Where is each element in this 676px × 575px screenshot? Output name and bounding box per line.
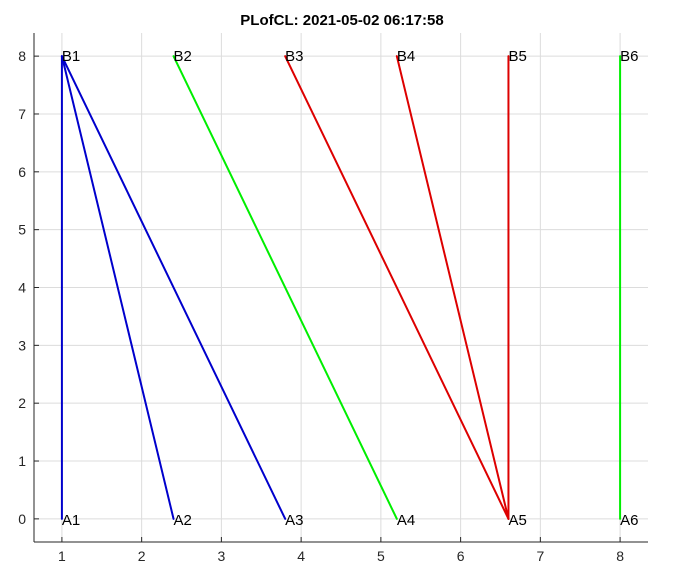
segment-a2-b1 <box>60 55 175 520</box>
point-labels: A1 A2 A3 A4 A5 A6 B1 B2 B3 B4 B5 B6 <box>62 48 639 529</box>
y-tick-label: 4 <box>18 280 26 296</box>
x-tick-label: 2 <box>138 548 146 564</box>
segment-a5-b3 <box>284 55 510 520</box>
x-tick-label: 6 <box>457 548 465 564</box>
segment-a5-b4 <box>395 55 510 520</box>
y-tick-label: 0 <box>18 511 26 527</box>
segments <box>60 55 622 520</box>
x-tick-label: 1 <box>58 548 66 564</box>
point-label-a3: A3 <box>285 512 303 529</box>
point-label-b1: B1 <box>62 48 80 65</box>
point-label-a1: A1 <box>62 512 80 529</box>
point-label-b4: B4 <box>397 48 415 65</box>
x-tick-label: 3 <box>217 548 225 564</box>
point-label-b5: B5 <box>508 48 526 65</box>
point-label-a4: A4 <box>397 512 415 529</box>
point-label-b3: B3 <box>285 48 303 65</box>
y-tick-label: 8 <box>18 48 26 64</box>
grid <box>34 33 648 542</box>
point-label-a5: A5 <box>508 512 526 529</box>
x-tick-label: 8 <box>616 548 624 564</box>
point-label-b6: B6 <box>620 48 638 65</box>
chart-title: PLofCL: 2021-05-02 06:17:58 <box>240 12 443 29</box>
x-tick-label: 5 <box>377 548 385 564</box>
segment-a4-b2 <box>172 55 398 520</box>
x-tick-label: 7 <box>536 548 544 564</box>
y-tick-label: 5 <box>18 222 26 238</box>
y-tick-label: 6 <box>18 164 26 180</box>
segment-a3-b1 <box>60 55 287 520</box>
y-tick-label: 2 <box>18 395 26 411</box>
y-tick-label: 7 <box>18 106 26 122</box>
point-label-a2: A2 <box>174 512 192 529</box>
y-tick-label: 3 <box>18 337 26 353</box>
axes: 1 2 3 4 5 6 7 8 0 1 2 3 4 5 6 7 8 <box>18 33 648 564</box>
x-tick-label: 4 <box>297 548 305 564</box>
y-tick-label: 1 <box>18 453 26 469</box>
point-label-a6: A6 <box>620 512 638 529</box>
point-label-b2: B2 <box>174 48 192 65</box>
